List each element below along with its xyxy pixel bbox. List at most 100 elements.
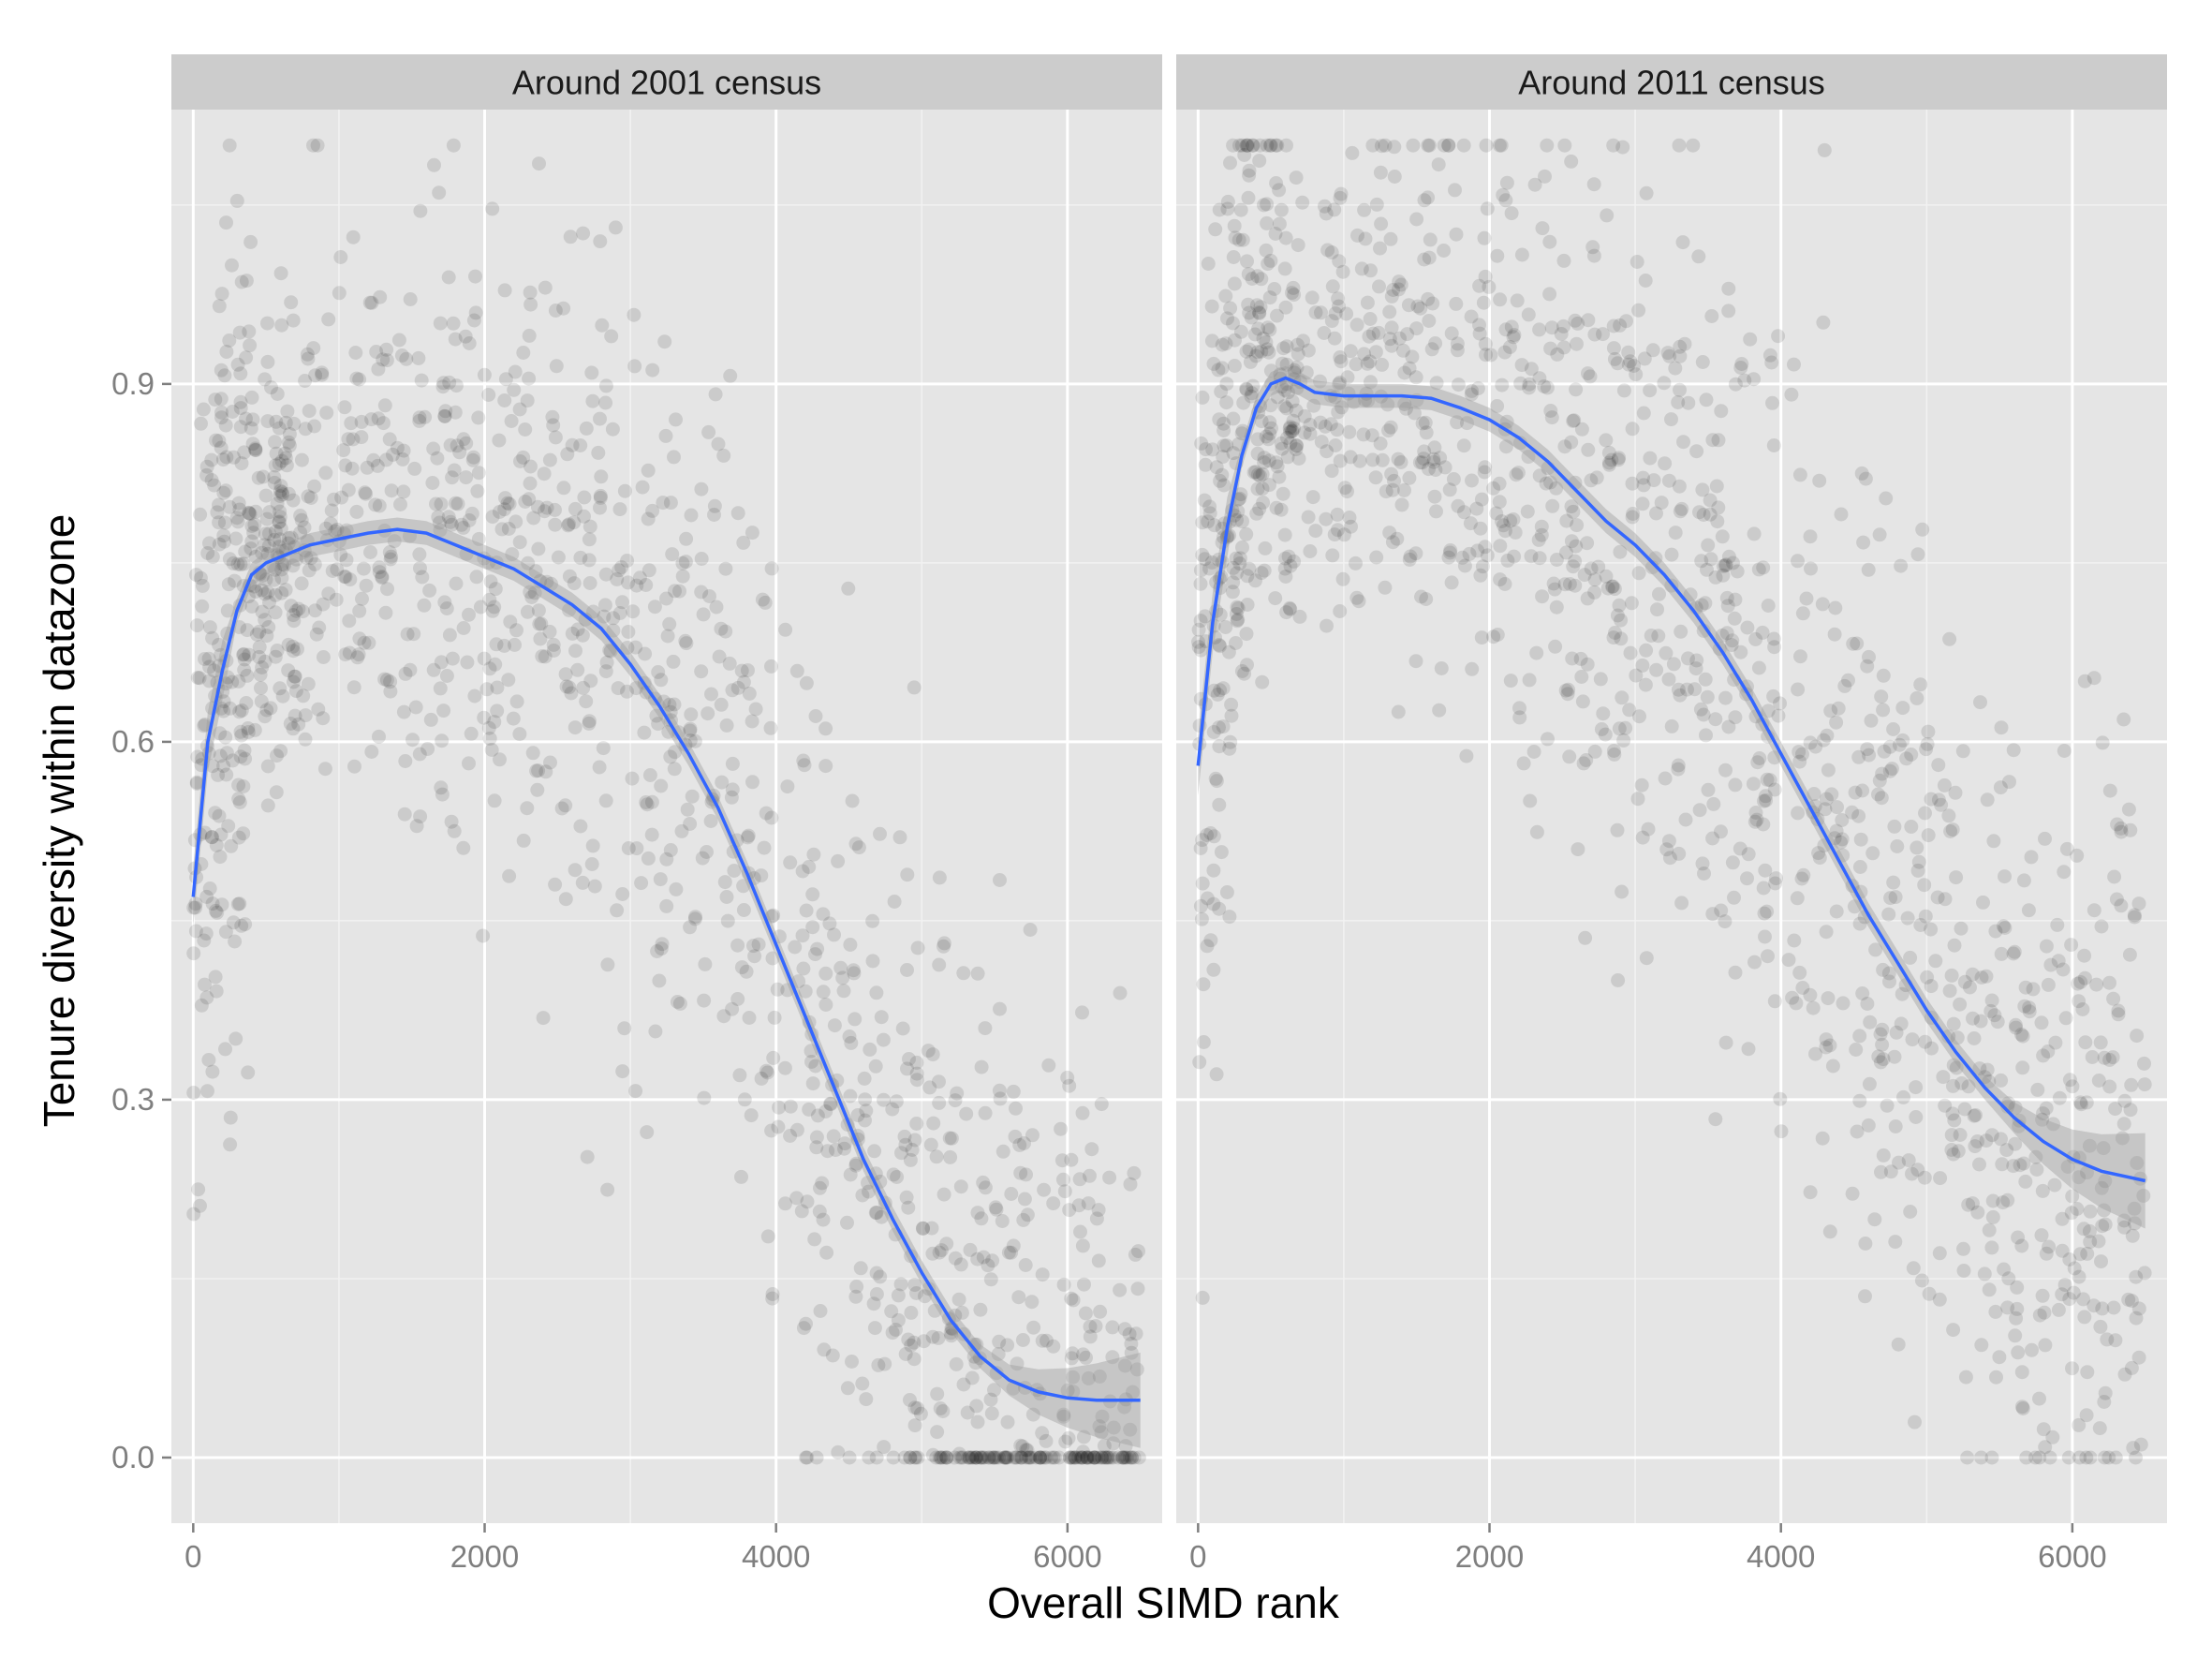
data-point — [1417, 444, 1432, 459]
data-point — [1862, 748, 1877, 763]
data-point — [372, 565, 387, 580]
data-point — [1961, 1197, 1976, 1212]
data-point — [1347, 394, 1362, 409]
data-point — [549, 359, 564, 374]
data-point — [582, 519, 597, 534]
data-point — [846, 963, 861, 978]
data-point — [1261, 320, 1276, 335]
data-point — [893, 1277, 908, 1292]
data-point — [805, 887, 820, 902]
data-point — [865, 913, 880, 928]
data-point — [204, 830, 219, 845]
data-point — [1995, 1157, 2010, 1172]
data-point — [1560, 687, 1575, 702]
data-point — [939, 1237, 954, 1252]
data-point — [952, 1450, 967, 1465]
data-point — [1946, 1058, 1961, 1073]
data-point — [1252, 468, 1267, 483]
data-point — [1993, 780, 2008, 795]
data-point — [1544, 320, 1559, 335]
data-point — [1773, 1091, 1788, 1106]
data-point — [1019, 1450, 1033, 1465]
data-point — [976, 1450, 991, 1465]
data-point — [796, 961, 811, 976]
data-point — [1126, 1385, 1140, 1400]
data-point — [1803, 529, 1818, 544]
data-point — [562, 517, 576, 532]
data-point — [202, 674, 216, 689]
data-point — [1945, 822, 1960, 837]
data-point — [542, 624, 557, 639]
data-point — [660, 629, 675, 644]
data-point — [2021, 903, 2036, 918]
data-point — [1982, 1222, 1997, 1237]
data-point — [523, 285, 538, 300]
data-point — [1540, 138, 1555, 153]
data-point — [222, 138, 237, 153]
data-point — [1871, 787, 1885, 802]
data-point — [1816, 733, 1831, 748]
data-point — [1918, 806, 1932, 821]
data-point — [799, 675, 814, 690]
data-point — [985, 1253, 1000, 1268]
data-point — [1924, 792, 1939, 807]
data-point — [422, 583, 437, 598]
data-point — [891, 1312, 906, 1327]
data-point — [651, 665, 666, 679]
data-point — [939, 1450, 954, 1465]
data-point — [364, 745, 379, 759]
data-point — [617, 483, 632, 498]
data-point — [2014, 1365, 2029, 1380]
data-point — [1564, 435, 1579, 450]
data-point — [1606, 138, 1621, 153]
data-point — [222, 333, 237, 348]
data-point — [1587, 572, 1602, 587]
data-point — [925, 1047, 940, 1062]
data-point — [346, 230, 361, 244]
data-point — [370, 458, 385, 473]
data-point — [1733, 841, 1747, 856]
data-point — [991, 1347, 1006, 1361]
data-point — [1607, 747, 1622, 762]
data-point — [843, 1089, 858, 1104]
data-point — [628, 1084, 643, 1099]
data-point — [930, 1425, 945, 1440]
data-point — [487, 600, 502, 615]
data-point — [1503, 674, 1518, 689]
data-point — [799, 903, 814, 918]
data-point — [347, 759, 361, 774]
data-point — [598, 793, 613, 808]
data-point — [907, 1418, 922, 1433]
data-point — [1543, 475, 1557, 490]
data-point — [494, 522, 509, 537]
data-point — [1615, 884, 1630, 899]
data-point — [286, 313, 301, 328]
data-point — [576, 680, 591, 695]
data-point — [251, 470, 266, 485]
data-point — [621, 841, 636, 855]
data-point — [1249, 506, 1264, 521]
data-point — [1705, 831, 1720, 846]
data-point — [2077, 1310, 2092, 1325]
data-point — [1537, 379, 1552, 393]
data-point — [1943, 824, 1958, 838]
data-point — [538, 280, 553, 295]
data-point — [290, 642, 304, 657]
data-point — [1928, 954, 1943, 969]
data-point — [2029, 1163, 2044, 1177]
data-point — [1443, 543, 1458, 557]
data-point — [2052, 1090, 2067, 1105]
data-point — [2130, 1156, 2145, 1170]
data-point — [2124, 1360, 2139, 1375]
data-point — [1492, 495, 1507, 510]
data-point — [659, 898, 674, 913]
data-point — [764, 659, 778, 674]
data-point — [492, 433, 507, 448]
data-point — [1237, 666, 1252, 681]
data-point — [1566, 413, 1581, 428]
data-point — [917, 1334, 931, 1349]
data-point — [1710, 514, 1725, 529]
data-point — [1874, 689, 1889, 704]
data-point — [655, 937, 670, 952]
data-point — [887, 895, 902, 909]
